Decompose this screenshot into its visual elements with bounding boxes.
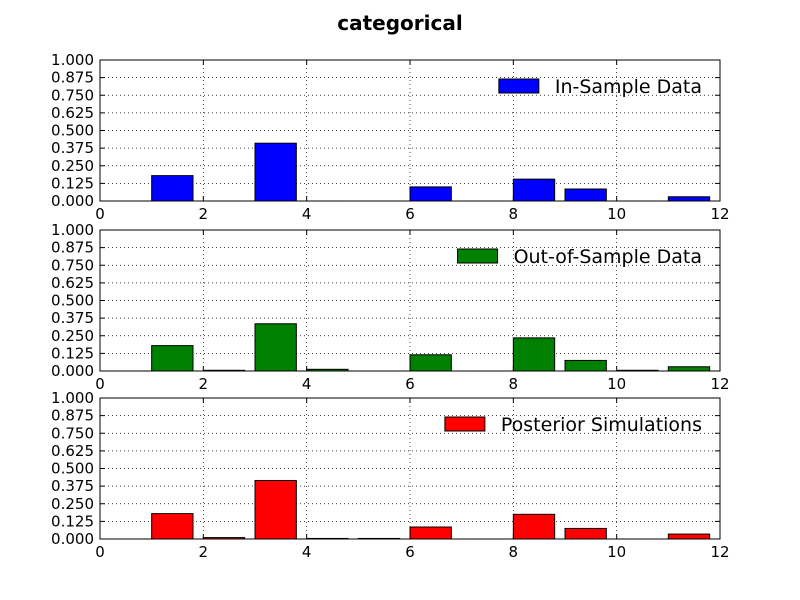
bar	[151, 175, 194, 202]
y-tick-label: 0.750	[51, 86, 94, 104]
legend-swatch	[457, 248, 499, 264]
y-tick-label: 0.500	[51, 292, 94, 310]
bar	[254, 142, 297, 202]
x-tick-label: 8	[509, 543, 519, 561]
y-tick-label: 1.000	[51, 389, 94, 407]
x-tick-label: 2	[199, 205, 209, 223]
x-tick-label: 10	[607, 543, 626, 561]
panel-2: 0.0000.1250.2500.3750.5000.6250.7500.875…	[51, 221, 730, 393]
bar	[409, 186, 452, 202]
panel-1: 0.0000.1250.2500.3750.5000.6250.7500.875…	[51, 51, 730, 223]
y-tick-label: 1.000	[51, 221, 94, 239]
bar	[512, 178, 556, 202]
x-tick-label: 6	[405, 375, 415, 393]
bar	[409, 526, 452, 540]
y-tick-label: 0.500	[51, 460, 94, 478]
x-tick-label: 4	[302, 543, 312, 561]
x-tick-label: 4	[302, 205, 312, 223]
bar	[667, 366, 711, 372]
x-tick-label: 8	[509, 205, 519, 223]
y-tick-label: 0.625	[51, 442, 94, 460]
y-tick-label: 0.125	[51, 512, 94, 530]
y-tick-label: 0.500	[51, 122, 94, 140]
y-tick-label: 0.875	[51, 69, 94, 87]
bar	[564, 188, 607, 202]
bar	[254, 323, 297, 372]
y-tick-label: 0.250	[51, 157, 94, 175]
y-tick-label: 0.250	[51, 327, 94, 345]
legend-label: Out-of-Sample Data	[514, 246, 702, 268]
x-tick-label: 0	[95, 205, 105, 223]
axes-frame	[99, 59, 721, 202]
y-tick-label: 0.000	[51, 362, 94, 380]
y-tick-label: 0.000	[51, 192, 94, 210]
x-tick-label: 6	[405, 205, 415, 223]
bar	[667, 196, 711, 202]
y-tick-label: 0.625	[51, 274, 94, 292]
legend: Posterior Simulations	[444, 414, 702, 436]
legend-label: Posterior Simulations	[501, 414, 702, 436]
legend: Out-of-Sample Data	[457, 246, 702, 268]
x-tick-label: 12	[710, 205, 729, 223]
x-tick-label: 12	[710, 543, 729, 561]
x-tick-label: 8	[509, 375, 519, 393]
y-tick-label: 0.375	[51, 309, 94, 327]
bar	[667, 533, 711, 540]
legend-label: In-Sample Data	[555, 76, 702, 98]
legend-swatch	[444, 416, 486, 432]
y-tick-label: 0.875	[51, 239, 94, 257]
bar	[409, 354, 452, 372]
x-tick-label: 2	[199, 375, 209, 393]
x-tick-label: 10	[607, 205, 626, 223]
y-tick-label: 0.625	[51, 104, 94, 122]
axes-frame	[99, 397, 721, 540]
y-tick-label: 0.875	[51, 407, 94, 425]
x-tick-label: 2	[199, 543, 209, 561]
chart-title: categorical	[337, 11, 462, 35]
y-tick-label: 0.750	[51, 424, 94, 442]
bar	[564, 359, 607, 372]
bar	[564, 527, 607, 540]
bar	[512, 513, 556, 540]
y-tick-label: 0.125	[51, 344, 94, 362]
x-tick-label: 10	[607, 375, 626, 393]
y-tick-label: 0.375	[51, 139, 94, 157]
x-tick-label: 4	[302, 375, 312, 393]
y-tick-label: 0.000	[51, 530, 94, 548]
bar	[151, 513, 194, 540]
y-tick-label: 0.250	[51, 495, 94, 513]
x-tick-label: 0	[95, 375, 105, 393]
bar	[512, 337, 556, 372]
y-tick-label: 0.125	[51, 174, 94, 192]
y-tick-label: 0.750	[51, 256, 94, 274]
bar	[151, 345, 194, 372]
y-tick-label: 1.000	[51, 51, 94, 69]
axes-frame	[99, 229, 721, 372]
x-tick-label: 0	[95, 543, 105, 561]
x-tick-label: 12	[710, 375, 729, 393]
legend-swatch	[498, 78, 540, 94]
panel-3: 0.0000.1250.2500.3750.5000.6250.7500.875…	[51, 389, 730, 561]
y-tick-label: 0.375	[51, 477, 94, 495]
legend: In-Sample Data	[498, 76, 702, 98]
x-tick-label: 6	[405, 543, 415, 561]
bar	[254, 479, 297, 540]
